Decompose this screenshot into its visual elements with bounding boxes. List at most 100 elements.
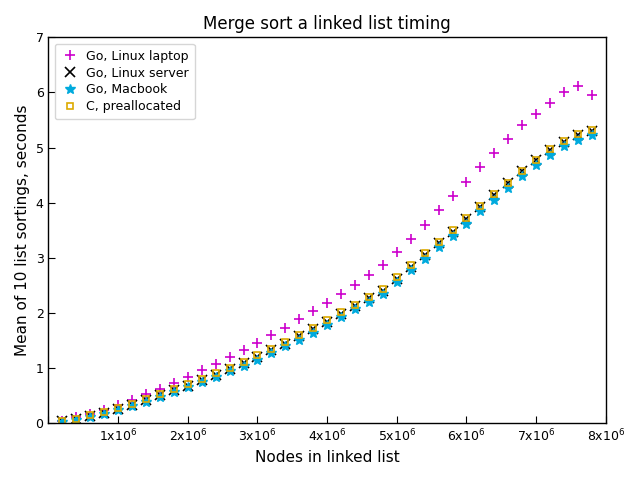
C, preallocated [407,262,415,268]
Go, Linux server [532,157,540,163]
Go, Macbook [142,399,150,405]
Go, Linux laptop [337,291,345,297]
C, preallocated [128,401,136,407]
Line: Go, Linux laptop: Go, Linux laptop [58,82,596,426]
Legend: Go, Linux laptop, Go, Linux server, Go, Macbook, C, preallocated: Go, Linux laptop, Go, Linux server, Go, … [54,44,195,120]
Go, Linux laptop [198,367,205,373]
Go, Linux laptop [268,332,275,338]
Go, Linux server [268,348,275,353]
Go, Macbook [226,368,234,374]
C, preallocated [239,359,247,365]
Go, Linux server [100,409,108,415]
C, preallocated [477,203,484,209]
Go, Linux server [212,372,220,377]
Go, Linux server [184,383,191,388]
C, preallocated [253,352,261,358]
Go, Linux laptop [100,407,108,413]
Go, Macbook [239,363,247,369]
Go, Linux server [560,139,568,145]
Go, Linux server [477,204,484,210]
Go, Linux laptop [115,402,122,408]
Go, Macbook [560,144,568,149]
Go, Linux laptop [504,136,512,142]
C, preallocated [463,215,470,221]
Go, Linux server [351,303,359,309]
Title: Merge sort a linked list timing: Merge sort a linked list timing [204,15,451,33]
C, preallocated [170,386,178,392]
Go, Linux server [309,326,317,332]
Go, Macbook [365,299,372,305]
Go, Linux laptop [365,273,372,278]
C, preallocated [212,371,220,376]
Go, Linux laptop [393,249,401,255]
Go, Macbook [296,337,303,343]
Go, Macbook [86,414,94,420]
Go, Macbook [323,323,331,328]
X-axis label: Nodes in linked list: Nodes in linked list [255,450,399,465]
Go, Linux server [435,240,442,246]
Go, Linux server [323,319,331,324]
Go, Linux server [504,180,512,186]
Go, Macbook [212,374,220,380]
Y-axis label: Mean of 10 list sortings, seconds: Mean of 10 list sortings, seconds [15,105,30,356]
C, preallocated [560,138,568,144]
Go, Macbook [393,279,401,285]
Go, Macbook [58,419,66,425]
Go, Linux server [226,366,234,372]
Go, Macbook [309,330,317,336]
C, preallocated [296,332,303,338]
Go, Linux laptop [421,222,429,228]
Go, Linux server [490,192,498,198]
C, preallocated [588,127,596,133]
Go, Linux laptop [449,193,456,199]
Go, Macbook [463,221,470,227]
C, preallocated [518,168,526,174]
Go, Linux server [86,413,94,419]
Go, Macbook [477,208,484,214]
C, preallocated [184,382,191,387]
C, preallocated [86,412,94,418]
Go, Linux laptop [282,325,289,331]
C, preallocated [574,132,582,137]
Go, Linux laptop [323,300,331,306]
C, preallocated [115,405,122,411]
Go, Linux server [421,252,429,258]
C, preallocated [226,365,234,371]
Go, Linux server [156,393,164,398]
Line: C, preallocated: C, preallocated [59,126,595,425]
Go, Macbook [100,411,108,417]
Go, Macbook [337,314,345,320]
C, preallocated [100,409,108,415]
Go, Linux server [463,216,470,222]
Go, Linux laptop [379,263,387,268]
C, preallocated [504,180,512,186]
Go, Linux laptop [86,411,94,417]
Go, Linux laptop [72,415,80,420]
Go, Macbook [518,173,526,179]
C, preallocated [142,396,150,402]
Go, Macbook [449,233,456,239]
Go, Linux server [282,341,289,347]
Go, Macbook [588,132,596,138]
Go, Macbook [72,417,80,422]
Go, Macbook [504,185,512,191]
C, preallocated [365,294,372,300]
Go, Linux laptop [518,122,526,128]
Go, Linux laptop [212,361,220,367]
Go, Macbook [156,394,164,400]
Go, Linux server [115,407,122,412]
C, preallocated [393,274,401,280]
Go, Linux laptop [574,84,582,89]
Go, Linux laptop [184,374,191,380]
Go, Linux laptop [463,179,470,184]
Go, Macbook [268,350,275,356]
Go, Macbook [351,307,359,312]
Go, Linux server [449,229,456,235]
Go, Linux laptop [407,236,415,242]
Go, Linux server [128,402,136,408]
Go, Macbook [128,404,136,409]
Go, Linux server [253,354,261,360]
C, preallocated [156,392,164,397]
C, preallocated [198,376,205,382]
Go, Linux server [407,264,415,269]
